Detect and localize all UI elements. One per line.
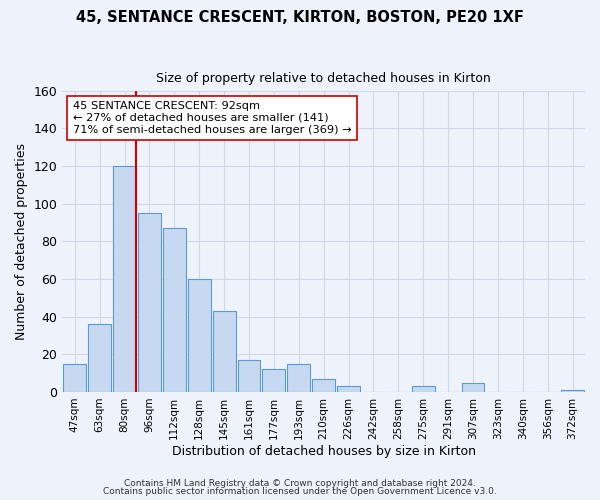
Bar <box>262 370 286 392</box>
Bar <box>312 379 335 392</box>
Title: Size of property relative to detached houses in Kirton: Size of property relative to detached ho… <box>156 72 491 86</box>
Bar <box>561 390 584 392</box>
Bar <box>188 279 211 392</box>
Text: 45, SENTANCE CRESCENT, KIRTON, BOSTON, PE20 1XF: 45, SENTANCE CRESCENT, KIRTON, BOSTON, P… <box>76 10 524 25</box>
Text: 45 SENTANCE CRESCENT: 92sqm
← 27% of detached houses are smaller (141)
71% of se: 45 SENTANCE CRESCENT: 92sqm ← 27% of det… <box>73 102 352 134</box>
Bar <box>212 311 236 392</box>
Bar <box>138 213 161 392</box>
Bar <box>63 364 86 392</box>
Bar <box>113 166 136 392</box>
Bar <box>287 364 310 392</box>
Bar <box>238 360 260 392</box>
X-axis label: Distribution of detached houses by size in Kirton: Distribution of detached houses by size … <box>172 444 476 458</box>
Bar <box>461 382 484 392</box>
Text: Contains public sector information licensed under the Open Government Licence v3: Contains public sector information licen… <box>103 487 497 496</box>
Y-axis label: Number of detached properties: Number of detached properties <box>15 143 28 340</box>
Bar <box>412 386 434 392</box>
Bar <box>163 228 186 392</box>
Bar <box>337 386 360 392</box>
Text: Contains HM Land Registry data © Crown copyright and database right 2024.: Contains HM Land Registry data © Crown c… <box>124 478 476 488</box>
Bar <box>88 324 111 392</box>
